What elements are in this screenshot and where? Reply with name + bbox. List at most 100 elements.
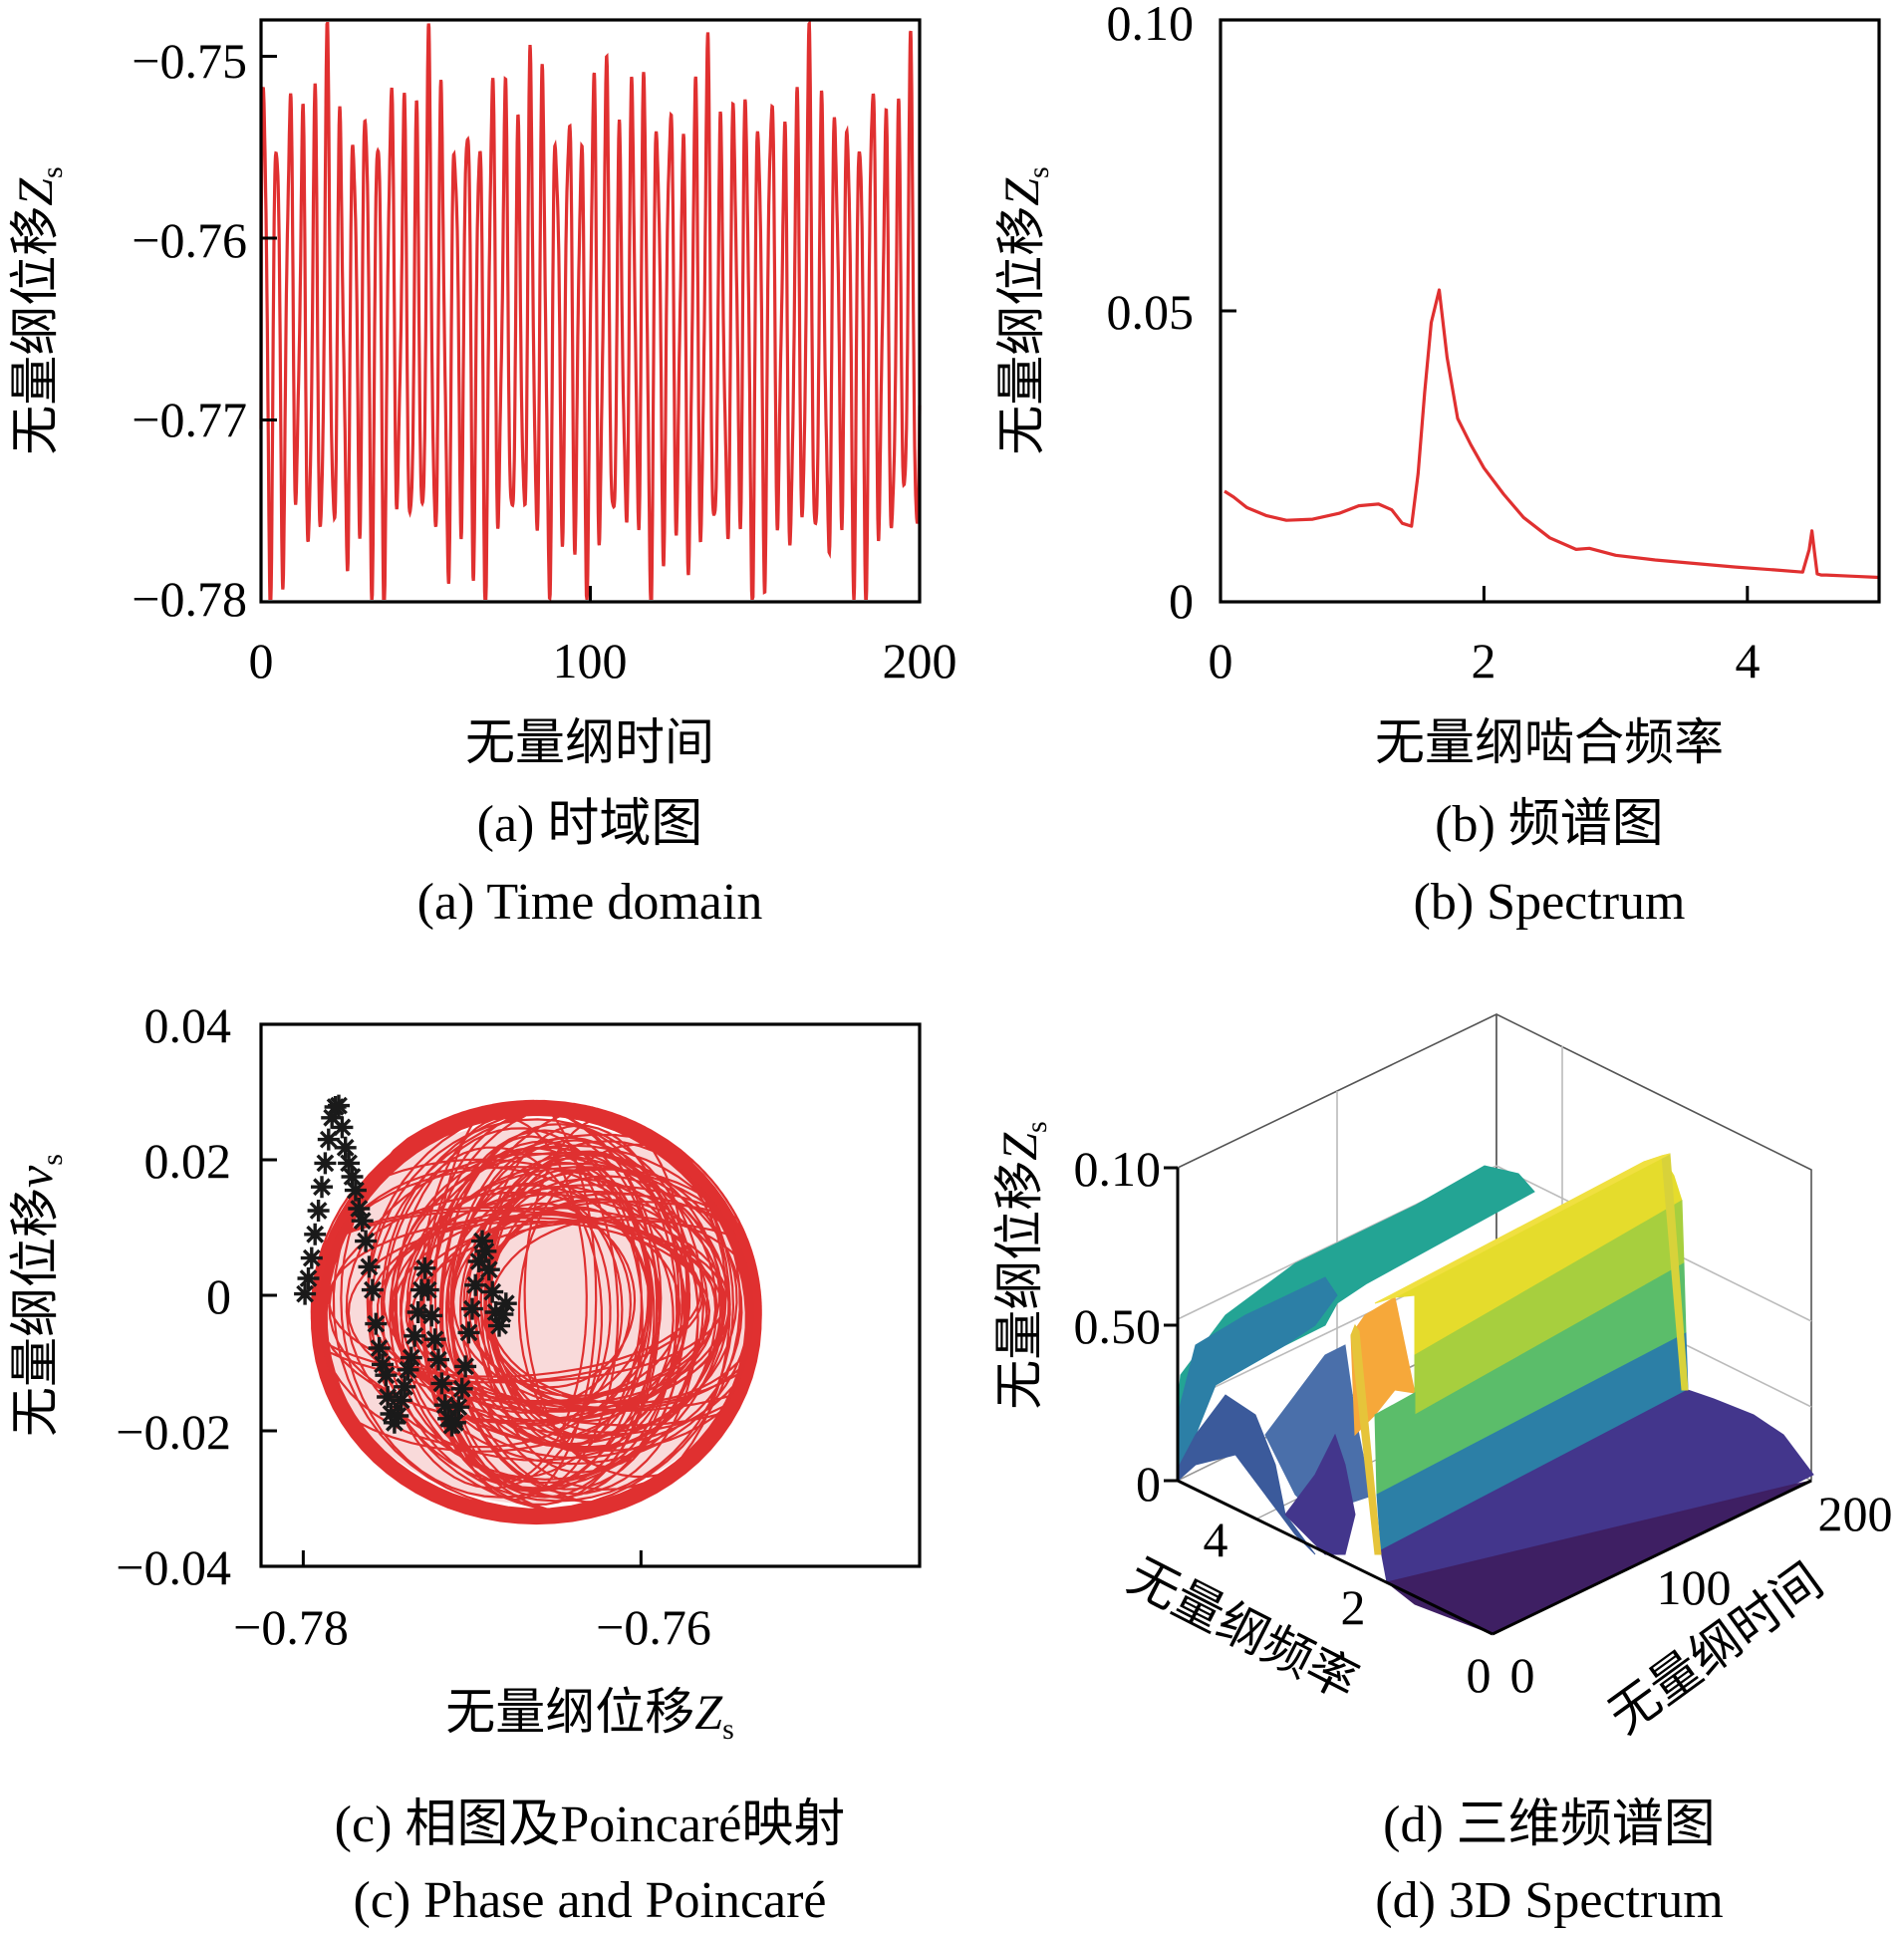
panel-d-freq-label: 无量纲频率 [1120,1547,1367,1710]
panel-d-3d-spectrum: 0.10 0.50 0 4 2 0 0 100 200 无量纲位移Zs 无量纲频… [991,1013,1893,1929]
phase-density [318,1120,754,1505]
poincare-point [437,1407,460,1430]
panel-c-caption-cn: (c) 相图及Poincaré映射 [335,1796,846,1853]
panel-d-freq-tick: 0 [1467,1647,1492,1703]
poincare-point [416,1278,439,1301]
panel-c-ytick: −0.04 [116,1539,231,1595]
poincare-point [471,1230,493,1252]
panel-c-ytick: 0.02 [144,1133,232,1189]
poincare-point [430,1372,453,1395]
poincare-point [467,1250,490,1272]
panel-d-ztick: 0.10 [1074,1141,1162,1197]
poincare-point [474,1240,497,1262]
poincare-point [387,1405,409,1427]
panel-b-ylabel: 无量纲位移Zs [993,166,1055,455]
poincare-point [457,1321,480,1344]
spectrum-line [1224,288,1880,580]
poincare-point [377,1386,400,1408]
panel-d-freq-tick: 4 [1204,1512,1228,1567]
phase-trajectory [310,1099,762,1525]
poincare-point [394,1375,416,1398]
poincare-point [423,1328,446,1351]
panel-b-ytick: 0 [1169,573,1194,629]
panel-a-time-domain: −0.75 −0.76 −0.77 −0.78 0 100 200 无量纲位移Z… [7,18,957,931]
panel-a-xtick: 200 [883,633,957,689]
panel-d-freq-tick: 2 [1341,1579,1366,1635]
panel-b-xtick: 4 [1736,633,1761,689]
panel-c-ticks [261,1158,643,1566]
poincare-point [300,1246,323,1269]
poincare-point [433,1394,456,1417]
poincare-point [307,1200,330,1222]
poincare-point [321,1106,344,1129]
poincare-point [454,1355,477,1378]
poincare-point [328,1094,350,1117]
poincare-point [481,1280,504,1303]
poincare-point [338,1152,361,1175]
time-domain-line [259,18,922,602]
poincare-point [400,1346,422,1369]
panel-d-ztick: 0.50 [1074,1298,1162,1354]
poincare-point [488,1314,510,1337]
poincare-point [361,1278,384,1301]
surface-3d [1177,1153,1814,1635]
panel-c-ytick: 0.04 [144,997,232,1053]
panel-a-ytick: −0.77 [132,392,247,447]
panel-c-ytick: 0 [206,1268,231,1324]
surface-ridge-edge [1350,1323,1382,1555]
panel-b-caption-cn: (b) 频谱图 [1435,796,1664,853]
panel-a-xtick: 0 [249,633,274,689]
panel-d-time-tick: 0 [1510,1647,1535,1703]
panel-a-caption-en: (a) Time domain [417,874,763,931]
panel-a-ticks [261,55,592,602]
poincare-point [397,1358,419,1381]
panel-d-ztick: 0 [1136,1456,1161,1512]
surface-valley [1177,1394,1316,1555]
panel-d-time-tick: 100 [1657,1559,1732,1615]
spectrum-series [1224,288,1880,580]
poincare-point [413,1256,436,1279]
poincare-point [447,1396,470,1419]
poincare-point [464,1273,487,1296]
panel-b-xlabel: 无量纲啮合频率 [1375,714,1724,770]
panel-a-xtick: 100 [553,633,628,689]
poincare-point [390,1389,412,1412]
panel-b-axes-frame [1219,18,1881,604]
poincare-point [294,1282,317,1305]
panel-a-caption-cn: (a) 时域图 [477,796,703,853]
panel-c-ytick: −0.02 [116,1404,231,1460]
poincare-point [348,1198,371,1220]
phase-portrait [310,1099,762,1525]
panel-d-caption-en: (d) 3D Spectrum [1375,1872,1723,1929]
poincare-point [407,1301,429,1323]
panel-c-xtick: −0.76 [596,1599,711,1655]
poincare-point [484,1301,507,1323]
panel-b-caption-en: (b) Spectrum [1414,874,1686,931]
poincare-point [365,1312,388,1335]
poincare-point [420,1304,443,1327]
panel-a-ylabel: 无量纲位移Zs [7,166,69,455]
poincare-point [334,1136,357,1159]
panel-d-3d-axes [1164,1166,1812,1636]
poincare-point [311,1176,333,1199]
poincare-point [358,1255,381,1278]
panel-b-ytick: 0.05 [1107,284,1195,340]
panel-d-caption-cn: (d) 三维频谱图 [1383,1796,1716,1853]
poincare-point [404,1324,426,1347]
poincare-point [297,1267,320,1289]
panel-b-ticks [1221,309,1750,602]
poincare-point [372,1353,394,1376]
poincare-point [368,1337,391,1359]
panel-b-ytick: 0.10 [1107,0,1195,51]
panel-b-xtick: 0 [1209,633,1233,689]
poincare-points [294,1094,517,1437]
poincare-point [341,1166,364,1188]
poincare-point [375,1364,398,1387]
panel-a-xlabel: 无量纲时间 [465,714,714,770]
panel-b-spectrum: 0.10 0.05 0 0 2 4 无量纲位移Zs 无量纲啮合频率 (b) 频谱… [993,0,1881,931]
poincare-point [443,1411,466,1434]
panel-a-ytick: −0.75 [132,33,247,89]
poincare-point [355,1230,378,1252]
panel-c-phase-poincare: 0.04 0.02 0 −0.02 −0.04 −0.78 −0.76 无量纲位… [7,997,922,1929]
panel-c-ylabel: 无量纲位移vs [7,1154,69,1437]
